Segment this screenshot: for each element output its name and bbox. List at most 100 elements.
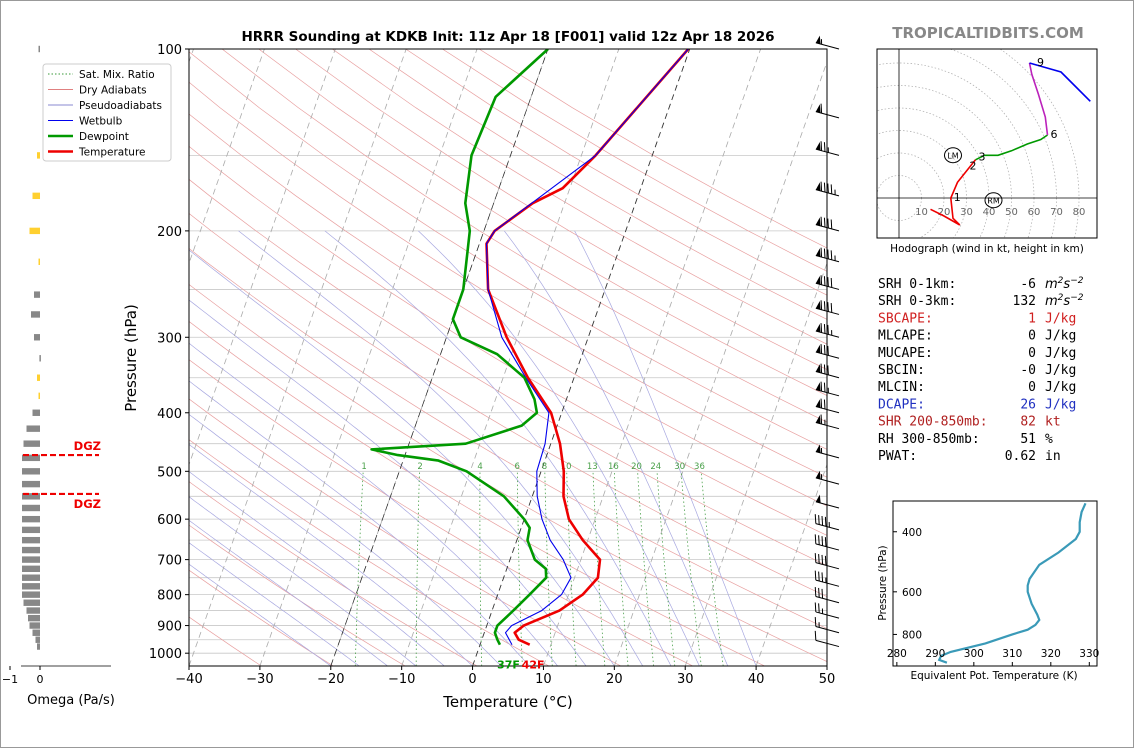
wind-barb bbox=[815, 247, 840, 263]
barb-half bbox=[820, 39, 823, 45]
wind-barb bbox=[814, 602, 840, 619]
barb-shaft bbox=[815, 579, 840, 587]
barb-flag bbox=[827, 183, 829, 194]
theta-e-y-tick-label: 800 bbox=[902, 629, 922, 641]
barb-flag bbox=[820, 141, 823, 151]
barb-half bbox=[828, 522, 830, 528]
pseudoadiabat bbox=[504, 230, 729, 666]
dgz-label: DGZ bbox=[74, 497, 101, 511]
y-tick-label: 100 bbox=[157, 43, 182, 58]
omega-tick-label: 0 bbox=[37, 673, 44, 686]
mixing-ratio-line bbox=[544, 471, 553, 666]
barb-flag bbox=[823, 182, 826, 193]
omega-bar bbox=[29, 227, 40, 235]
wind-barb bbox=[814, 534, 840, 551]
wind-barb bbox=[815, 141, 840, 156]
mixing-ratio-label: 30 bbox=[674, 462, 685, 472]
barb-pennant bbox=[815, 382, 821, 391]
barb-half bbox=[827, 387, 829, 393]
index-unit: J/kg bbox=[1045, 329, 1076, 344]
barb-pennant bbox=[815, 344, 821, 354]
pseudoadiabat bbox=[189, 471, 445, 666]
wind-barb bbox=[814, 514, 840, 531]
hodograph-ring-label: 70 bbox=[1050, 207, 1063, 218]
omega-bar bbox=[26, 425, 40, 432]
barb-flag bbox=[821, 554, 824, 565]
y-tick-label: 800 bbox=[157, 589, 182, 604]
y-tick-label: 300 bbox=[157, 331, 182, 346]
omega-bar bbox=[37, 152, 40, 159]
isotherm bbox=[189, 49, 336, 466]
hodograph-ring-label: 50 bbox=[1005, 207, 1018, 218]
x-tick-label: −10 bbox=[388, 672, 415, 687]
hodograph-ring-label: 10 bbox=[915, 207, 928, 218]
hodograph-height-label: 3 bbox=[979, 151, 986, 164]
legend-label: Pseudoadiabats bbox=[79, 100, 162, 112]
omega-bar bbox=[31, 311, 40, 318]
mixing-ratio-label: 2 bbox=[417, 462, 422, 472]
omega-bar bbox=[22, 583, 40, 590]
reference-line bbox=[330, 49, 549, 666]
wind-barb bbox=[815, 181, 840, 197]
storm-motion-label: RM bbox=[987, 196, 1000, 205]
x-tick-label: 30 bbox=[677, 672, 694, 687]
index-unit: m2s−2 bbox=[1045, 276, 1084, 292]
barb-half bbox=[831, 330, 833, 336]
unit-part: s bbox=[1063, 277, 1070, 292]
index-label: MLCAPE: bbox=[878, 329, 933, 344]
isotherm bbox=[472, 49, 691, 666]
theta-e-x-tick-label: 300 bbox=[964, 648, 984, 660]
hodograph-height-label: 6 bbox=[1051, 128, 1058, 141]
index-value: 0 bbox=[1028, 346, 1036, 361]
mixing-ratio-line bbox=[592, 471, 606, 666]
omega-tick-label: −1 bbox=[2, 673, 18, 686]
index-label: PWAT: bbox=[878, 449, 917, 464]
barb-shaft bbox=[815, 596, 840, 604]
unit-part: s bbox=[1063, 294, 1070, 309]
y-tick-label: 700 bbox=[157, 554, 182, 569]
wind-barb bbox=[814, 570, 840, 587]
dry-adiabat bbox=[189, 321, 765, 666]
barb-flag bbox=[820, 216, 823, 227]
barb-flag bbox=[823, 142, 826, 152]
wind-barb bbox=[814, 617, 840, 634]
skewt-xlabel: Temperature (°C) bbox=[442, 693, 572, 711]
dry-adiabat bbox=[405, 49, 827, 296]
barb-flag bbox=[820, 300, 823, 310]
barb-flag bbox=[820, 275, 823, 285]
barb-shaft bbox=[815, 189, 840, 197]
legend-box bbox=[42, 63, 172, 162]
omega-bar bbox=[38, 258, 40, 265]
index-unit: kt bbox=[1045, 415, 1061, 430]
barb-flag bbox=[824, 555, 827, 566]
index-label: RH 300-850mb: bbox=[878, 432, 980, 447]
dry-adiabat bbox=[189, 178, 827, 566]
dry-adiabat bbox=[189, 359, 693, 666]
omega-bar bbox=[39, 355, 41, 362]
hodograph-ring-label: 80 bbox=[1073, 207, 1086, 218]
omega-bar bbox=[22, 526, 40, 534]
barb-flag bbox=[830, 303, 833, 313]
omega-bar bbox=[38, 45, 40, 53]
hodograph-segment bbox=[1029, 62, 1091, 102]
wind-barb bbox=[815, 344, 840, 359]
barb-shaft bbox=[815, 543, 840, 551]
dgz-label: DGZ bbox=[74, 439, 101, 453]
omega-bar bbox=[22, 468, 40, 475]
legend-label: Sat. Mix. Ratio bbox=[79, 69, 155, 81]
barb-flag bbox=[823, 399, 826, 410]
index-value: 26 bbox=[1020, 397, 1036, 412]
isotherm bbox=[613, 60, 827, 666]
theta-e-line bbox=[937, 502, 1087, 664]
hodograph-ring-label: 60 bbox=[1028, 207, 1041, 218]
barb-flag bbox=[827, 218, 829, 229]
omega-bar bbox=[28, 614, 40, 622]
hodograph-frame bbox=[876, 48, 1098, 239]
omega-bar bbox=[32, 409, 40, 416]
pseudoadiabat bbox=[189, 519, 388, 666]
barb-flag bbox=[821, 588, 824, 599]
wind-barb bbox=[815, 381, 840, 397]
